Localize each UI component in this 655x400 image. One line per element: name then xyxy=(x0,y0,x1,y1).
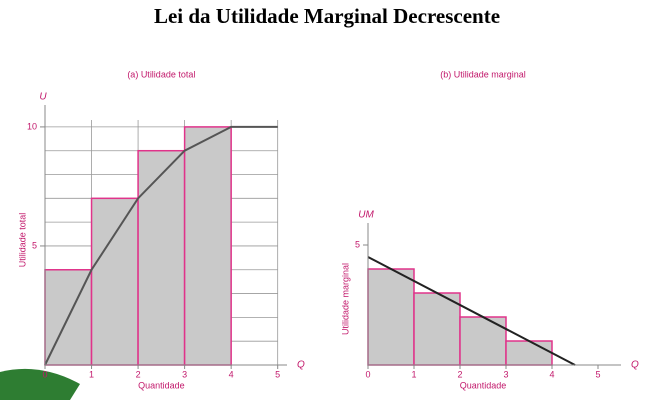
x-tick-label: 2 xyxy=(136,369,141,379)
chart-title: (b) Utilidade marginal xyxy=(440,69,526,79)
bar xyxy=(90,197,139,366)
slide-title: Lei da Utilidade Marginal Decrescente xyxy=(154,4,500,28)
x-tick-label: 3 xyxy=(182,369,187,379)
x-tick-label: 5 xyxy=(595,369,600,379)
x-tick-label: 0 xyxy=(42,369,47,379)
x-tick-label: 4 xyxy=(229,369,234,379)
bar xyxy=(367,268,415,366)
curve xyxy=(44,125,278,366)
bar xyxy=(505,340,553,366)
y-axis-symbol: UM xyxy=(358,210,374,221)
x-tick-label: 2 xyxy=(457,369,462,379)
y-axis-label: Utilidade total xyxy=(17,213,27,268)
x-tick-label: 3 xyxy=(503,369,508,379)
x-axis-symbol: Q xyxy=(631,360,639,371)
bar xyxy=(459,316,507,366)
x-tick-label: 5 xyxy=(275,369,280,379)
x-tick-label: 1 xyxy=(411,369,416,379)
bar xyxy=(183,126,232,366)
y-tick-label: 5 xyxy=(355,239,360,249)
x-axis-symbol: Q xyxy=(297,360,305,371)
bar xyxy=(413,292,461,366)
decoration xyxy=(0,368,80,400)
x-tick-label: 1 xyxy=(89,369,94,379)
x-axis-label: Quantidade xyxy=(460,380,507,390)
chart-title: (a) Utilidade total xyxy=(127,69,195,79)
x-axis-label: Quantidade xyxy=(138,380,185,390)
y-axis-label: Utilidade marginal xyxy=(340,263,350,335)
curve xyxy=(367,256,576,366)
x-tick-label: 0 xyxy=(365,369,370,379)
y-axis-symbol: U xyxy=(39,92,47,103)
y-tick-label: 5 xyxy=(32,240,37,250)
x-tick-label: 4 xyxy=(549,369,554,379)
y-tick-label: 10 xyxy=(27,121,37,131)
bar xyxy=(137,149,186,366)
